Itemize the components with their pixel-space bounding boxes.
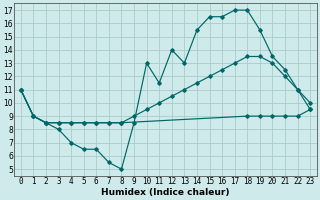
X-axis label: Humidex (Indice chaleur): Humidex (Indice chaleur): [101, 188, 230, 197]
